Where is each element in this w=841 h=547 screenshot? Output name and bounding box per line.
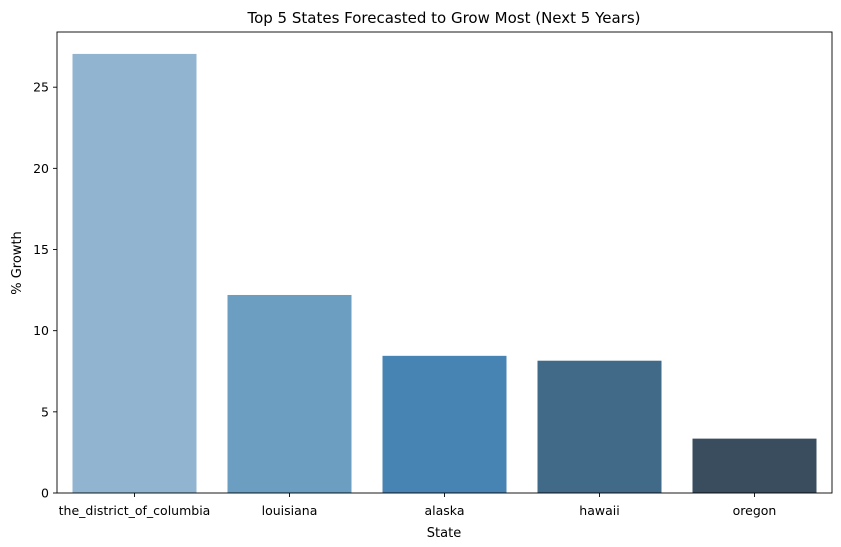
x-tick-label-hawaii: hawaii: [579, 503, 619, 518]
plot-frame: [56, 31, 833, 494]
bars-layer: [72, 53, 817, 494]
bar-oregon: [692, 438, 817, 493]
y-tick-label: 15: [33, 242, 49, 257]
y-axis-ticks: 0 5 10 15 20 25: [33, 80, 57, 501]
x-axis-label: State: [427, 526, 461, 541]
y-tick-label: 10: [33, 323, 49, 338]
x-tick-label-the-district-of-columbia: the_district_of_columbia: [59, 503, 211, 518]
bar-alaska: [382, 355, 507, 493]
y-tick-label: 20: [33, 161, 49, 176]
x-tick-label-louisiana: louisiana: [262, 503, 318, 518]
x-tick-label-alaska: alaska: [425, 503, 465, 518]
y-tick-label: 0: [41, 486, 49, 501]
bar-the-district-of-columbia: [72, 53, 197, 494]
y-tick-label: 5: [41, 404, 49, 419]
chart-title: Top 5 States Forecasted to Grow Most (Ne…: [246, 9, 640, 27]
bar-hawaii: [537, 360, 662, 493]
bar-louisiana: [227, 294, 352, 493]
y-tick-label: 25: [33, 80, 49, 95]
x-axis-ticks: the_district_of_columbia louisiana alaska h…: [59, 493, 777, 518]
x-tick-label-oregon: oregon: [733, 503, 777, 518]
y-axis-label: % Growth: [10, 231, 25, 295]
